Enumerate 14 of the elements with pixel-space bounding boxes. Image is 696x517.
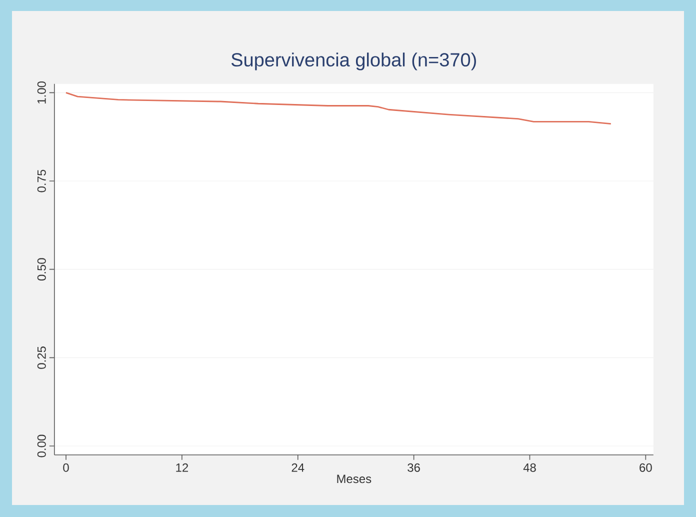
x-tick-label: 0 bbox=[63, 463, 69, 472]
chart-title: Supervivencia global (n=370) bbox=[231, 52, 476, 70]
x-tick-label: 48 bbox=[523, 463, 536, 472]
x-tick-label: 12 bbox=[176, 463, 188, 472]
y-tick-label: 0.25 bbox=[37, 346, 46, 369]
y-tick-label: 1.00 bbox=[37, 81, 46, 104]
x-axis-title: Meses bbox=[337, 474, 372, 484]
y-tick-label: 0.50 bbox=[37, 258, 46, 281]
line-series bbox=[65, 92, 612, 124]
y-tick-label: 0.00 bbox=[37, 434, 46, 458]
x-tick-label: 60 bbox=[640, 463, 652, 472]
y-tick-label: 0.75 bbox=[37, 170, 46, 192]
x-tick-label: 36 bbox=[408, 463, 420, 472]
x-tick-label: 24 bbox=[292, 463, 304, 472]
